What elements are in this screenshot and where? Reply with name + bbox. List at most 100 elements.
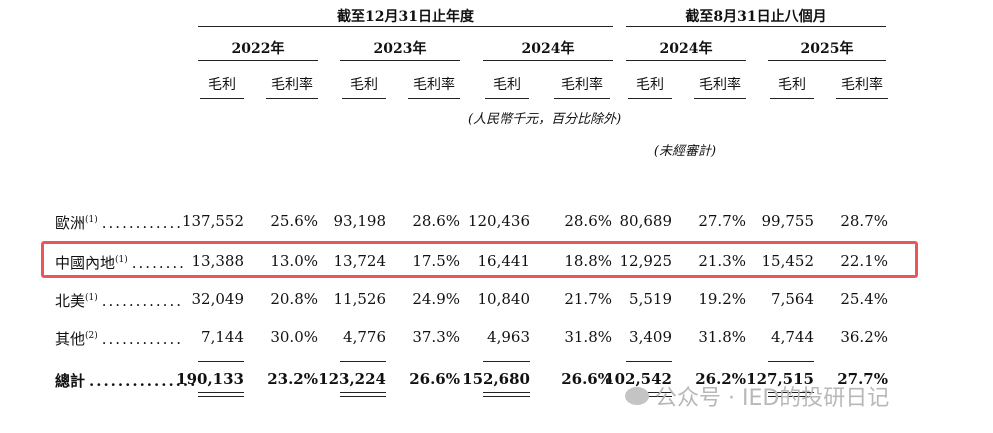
total-double-rule [483,392,530,393]
total-double-rule [198,392,244,393]
row-highlight-box [41,241,918,278]
year-rule-2024-8m [626,60,746,61]
margin-cell: 26.6% [561,370,612,388]
margin-cell: 31.8% [698,328,746,346]
margin-cell: 13.0% [270,252,318,270]
row-label: 總計............... [55,370,197,391]
wechat-icon [625,387,649,405]
row-label-text: 北美 [55,292,86,310]
gross-profit-cell: 12,925 [619,252,673,270]
col-margin-2024: 毛利率 [561,77,603,93]
year-header-2024: 2024年 [521,41,575,57]
margin-cell: 23.2% [267,370,318,388]
col-rule [408,98,460,99]
total-double-rule [768,392,814,393]
gross-profit-cell: 11,526 [333,290,387,308]
subtotal-rule [768,361,814,362]
year-rule-2025-8m [768,60,886,61]
col-rule [770,98,814,99]
row-label-text: 總計 [55,372,86,390]
margin-cell: 21.7% [564,290,612,308]
col-rule [485,98,529,99]
row-label-text: 歐洲 [55,214,86,232]
margin-cell: 31.8% [564,328,612,346]
col-rule [266,98,318,99]
margin-cell: 26.2% [695,370,746,388]
gross-profit-cell: 4,776 [343,328,386,346]
col-gross-profit-2024-8m: 毛利 [636,77,664,93]
eight-month-group-rule [626,26,886,27]
year-header-2024-8m: 2024年 [659,41,713,57]
eight-month-group-header: 截至8月31日止八個月 [685,9,827,25]
margin-cell: 37.3% [412,328,460,346]
gross-profit-cell: 7,144 [201,328,244,346]
margin-cell: 19.2% [698,290,746,308]
row-label-text: 其他 [55,330,86,348]
col-rule [836,98,888,99]
col-rule [628,98,672,99]
margin-cell: 22.1% [840,252,888,270]
row-label: 歐洲(1)............ [55,212,183,233]
total-double-rule [340,392,386,393]
col-gross-profit-2025-8m: 毛利 [778,77,806,93]
margin-cell: 18.8% [564,252,612,270]
col-margin-2024-8m: 毛利率 [699,77,741,93]
row-label: 其他(2)............ [55,328,183,349]
margin-cell: 26.6% [409,370,460,388]
margin-cell: 25.4% [840,290,888,308]
col-gross-profit-2024: 毛利 [493,77,521,93]
row-label: 北美(1)............ [55,290,183,311]
gross-profit-cell: 16,441 [477,252,531,270]
gross-profit-cell: 102,542 [604,370,672,388]
year-header-2025-8m: 2025年 [800,41,854,57]
subtotal-rule [198,361,244,362]
margin-cell: 24.9% [412,290,460,308]
year-rule-2024 [483,60,613,61]
total-double-rule [768,396,814,397]
col-rule [694,98,746,99]
leader-dots: ............... [89,372,198,390]
year-header-2023: 2023年 [373,41,427,57]
subtotal-rule [626,361,672,362]
leader-dots: ........ [131,254,186,272]
gross-profit-cell: 190,133 [176,370,244,388]
margin-cell: 25.6% [270,212,318,230]
gross-profit-cell: 120,436 [467,212,530,230]
gross-profit-cell: 93,198 [333,212,387,230]
col-rule [554,98,610,99]
gross-profit-cell: 80,689 [619,212,673,230]
col-gross-profit-2023: 毛利 [350,77,378,93]
gross-profit-cell: 7,564 [771,290,814,308]
total-double-rule [340,396,386,397]
fiscal-year-group-header: 截至12月31日止年度 [337,9,474,25]
gross-profit-cell: 4,744 [771,328,814,346]
gross-profit-cell: 13,388 [191,252,245,270]
watermark-text: 公众号 · IED的投研日记 [655,386,890,411]
col-gross-profit-2022: 毛利 [208,77,236,93]
margin-cell: 28.6% [412,212,460,230]
gross-profit-cell: 3,409 [629,328,672,346]
gross-profit-cell: 10,840 [477,290,531,308]
total-double-rule [626,392,672,393]
total-double-rule [198,396,244,397]
gross-profit-cell: 5,519 [629,290,672,308]
subtotal-rule [483,361,530,362]
col-rule [200,98,244,99]
margin-cell: 28.7% [840,212,888,230]
total-double-rule [626,396,672,397]
gross-profit-cell: 13,724 [333,252,387,270]
col-rule [342,98,386,99]
unit-note: (人民幣千元，百分比除外) [468,112,622,127]
col-margin-2022: 毛利率 [271,77,313,93]
row-label: 中國內地(1)........ [55,252,186,273]
row-label-text: 中國內地 [55,254,116,272]
year-header-2022: 2022年 [231,41,285,57]
leader-dots: ............ [101,292,183,310]
leader-dots: ............ [101,214,183,232]
margin-cell: 28.6% [564,212,612,230]
footnote-marker: (1) [115,255,128,265]
year-rule-2022 [198,60,318,61]
margin-cell: 30.0% [270,328,318,346]
gross-profit-cell: 127,515 [746,370,814,388]
